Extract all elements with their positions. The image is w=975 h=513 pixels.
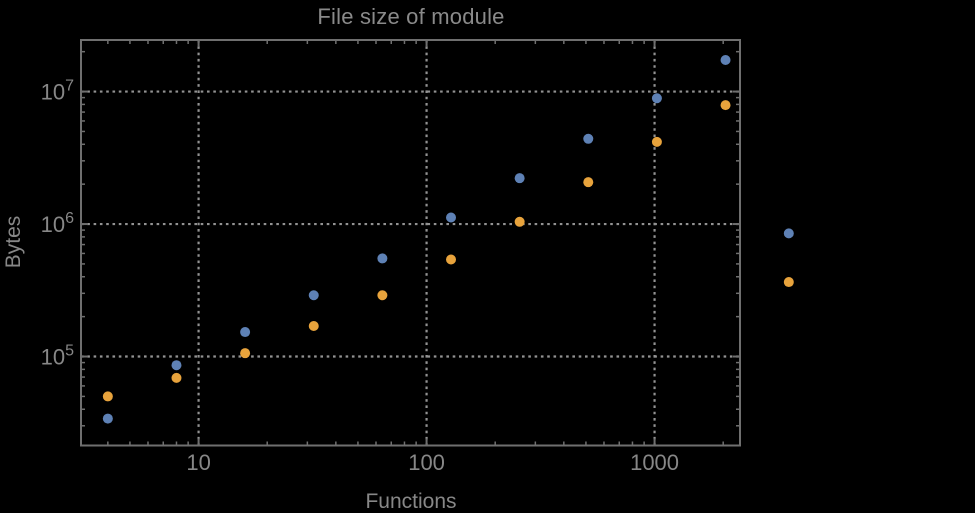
series-1-point xyxy=(446,212,457,223)
series-1-point xyxy=(720,55,731,66)
series-1-point xyxy=(377,253,388,264)
x-tick-label: 10 xyxy=(186,450,210,475)
series-2-point xyxy=(514,216,525,227)
series-2-point xyxy=(720,100,731,111)
series-2-point xyxy=(102,391,113,402)
series-1-point xyxy=(783,228,794,239)
chart-title: File size of module xyxy=(317,4,505,29)
x-tick-label: 100 xyxy=(408,450,445,475)
series-1-point xyxy=(514,173,525,184)
x-tick-label: 1000 xyxy=(630,450,679,475)
series-1-point xyxy=(102,413,113,424)
series-1-point xyxy=(651,93,662,104)
y-tick-label: 107 xyxy=(41,78,74,105)
series-2-point xyxy=(446,254,457,265)
series-2-point xyxy=(783,277,794,288)
series-1-point xyxy=(308,290,319,301)
y-axis-label: Bytes xyxy=(2,215,25,269)
series-2-point xyxy=(583,177,594,188)
x-axis-label: Functions xyxy=(365,490,457,513)
series-2-point xyxy=(240,348,251,359)
series-1-point xyxy=(171,360,182,371)
series-1-point xyxy=(583,133,594,144)
y-tick-label: 106 xyxy=(41,210,74,237)
plot-frame xyxy=(80,39,741,447)
y-tick-label: 105 xyxy=(41,343,74,370)
series-2-point xyxy=(377,290,388,301)
series-2-point xyxy=(171,372,182,383)
series-2-point xyxy=(651,136,662,147)
series-2-point xyxy=(308,320,319,331)
series-1-point xyxy=(240,327,251,338)
